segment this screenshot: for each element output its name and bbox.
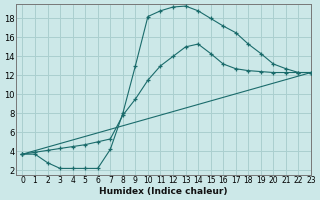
X-axis label: Humidex (Indice chaleur): Humidex (Indice chaleur) xyxy=(99,187,228,196)
